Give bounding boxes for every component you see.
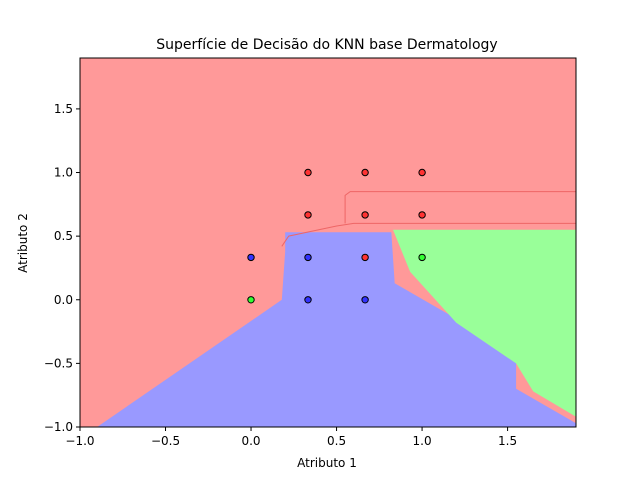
data-point-red	[361, 168, 369, 177]
x-tick-label: 0.0	[241, 434, 260, 448]
data-point-blue	[361, 296, 369, 304]
chart-title: Superfície de Decisão do KNN base Dermat…	[156, 37, 497, 53]
x-tick-label: 1.5	[498, 434, 517, 448]
x-tick-label: −0.5	[151, 434, 180, 448]
y-tick-label: −0.5	[44, 356, 73, 370]
contour-line	[281, 222, 576, 247]
y-axis-label: Atributo 2	[16, 213, 30, 273]
x-tick-label: −1.0	[65, 434, 94, 448]
data-point-red	[418, 168, 426, 177]
data-point-green	[418, 253, 426, 262]
data-point-red	[361, 253, 369, 262]
data-point-red	[361, 211, 369, 219]
x-axis-label: Atributo 1	[297, 456, 357, 470]
plot-area	[79, 57, 577, 428]
data-point-red	[304, 211, 312, 219]
region-blue	[97, 232, 576, 427]
y-tick-label: 1.0	[54, 166, 73, 180]
data-point-blue	[304, 253, 312, 262]
y-tick-label: 1.5	[54, 102, 73, 116]
y-tick-label: 0.5	[54, 229, 73, 243]
data-point-blue	[247, 253, 255, 262]
data-point-green	[247, 296, 255, 304]
contour-line	[344, 191, 576, 224]
y-tick-label: −1.0	[44, 420, 73, 434]
x-tick-label: 1.0	[413, 434, 432, 448]
data-point-blue	[304, 296, 312, 304]
data-point-red	[304, 168, 312, 177]
x-tick-label: 0.5	[327, 434, 346, 448]
x-axis-ticks: −1.0 −0.5 0.0 0.5 1.0 1.5	[65, 427, 517, 448]
y-axis-ticks: −1.0 −0.5 0.0 0.5 1.0 1.5	[44, 102, 80, 434]
region-green	[393, 229, 576, 417]
y-tick-label: 0.0	[54, 293, 73, 307]
data-point-red	[418, 211, 426, 219]
plot-frame	[79, 57, 577, 428]
